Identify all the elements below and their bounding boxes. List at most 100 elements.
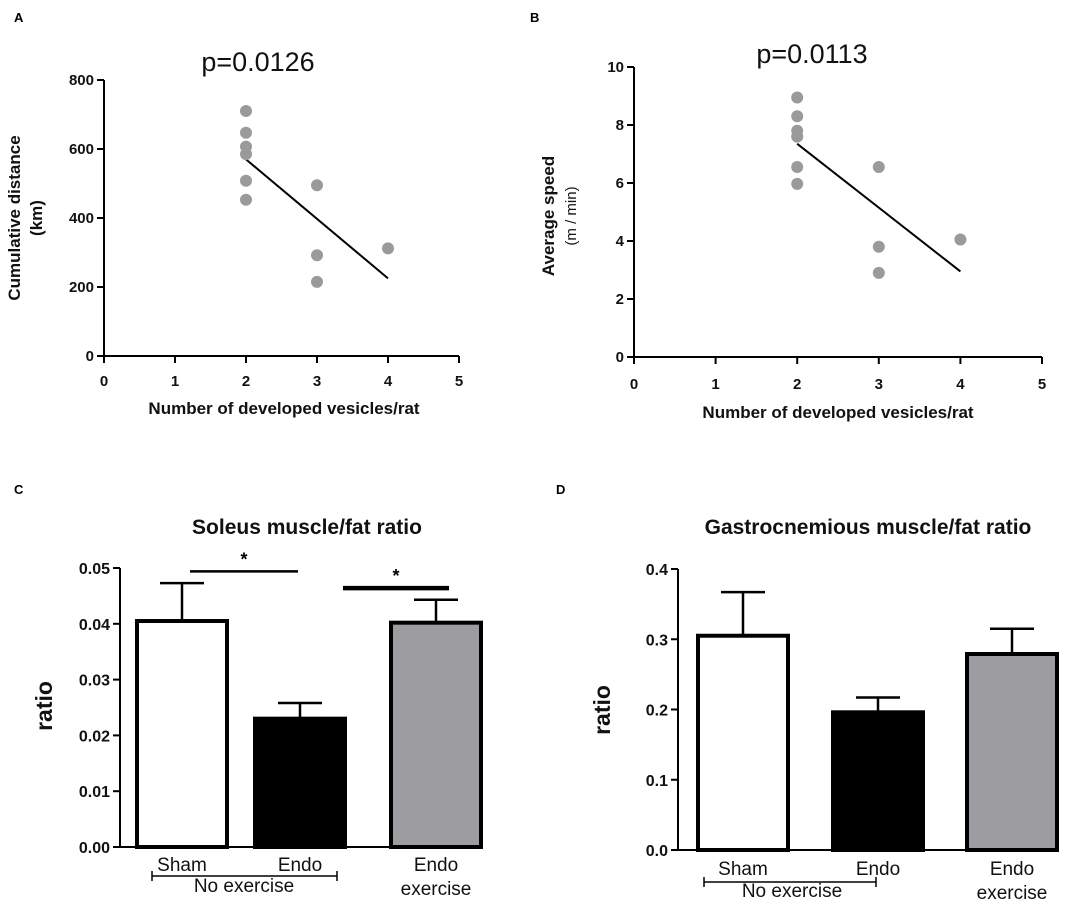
category-label: Endo <box>856 859 900 880</box>
p-value-annotation: p=0.0113 <box>756 39 867 69</box>
x-tick-label: 3 <box>313 373 321 390</box>
category-label-line: exercise <box>977 883 1048 904</box>
group-label: No exercise <box>742 881 842 902</box>
data-point <box>791 161 804 174</box>
y-tick-label: 0.02 <box>79 728 110 745</box>
y-tick-label: 0.1 <box>646 773 668 790</box>
y-tick-label: 0.3 <box>646 632 668 649</box>
y-tick-label: 800 <box>69 72 94 89</box>
y-axis-title: Cumulative distance <box>5 135 24 300</box>
category-label: Endo exercise <box>401 855 472 900</box>
x-tick-label: 3 <box>875 376 883 393</box>
category-label: Endo exercise <box>977 859 1048 904</box>
y-tick-label: 400 <box>69 210 94 227</box>
panel-letter-c: C <box>14 482 24 497</box>
y-tick-label: 0.2 <box>646 703 668 720</box>
data-point <box>954 233 967 246</box>
data-point <box>311 249 323 262</box>
y-axis-title: Average speed <box>539 156 558 276</box>
data-point <box>311 179 323 192</box>
panel-letter-d: D <box>556 482 565 497</box>
x-tick-label: 0 <box>100 373 108 390</box>
x-axis-title: Number of developed vesicles/rat <box>702 403 973 422</box>
data-point <box>240 148 252 161</box>
bar <box>135 619 229 850</box>
x-axis-title: Number of developed vesicles/rat <box>148 399 419 418</box>
data-point <box>382 242 394 255</box>
regression-line <box>245 158 389 280</box>
x-tick-label: 5 <box>1038 376 1046 393</box>
category-label-line: Sham <box>157 855 207 876</box>
category-label-line: Endo <box>278 855 322 876</box>
data-point <box>872 266 885 279</box>
plot-area: 0.00 0.01 0.02 0.03 0.04 0.05 Sham Endo Endo exer… <box>79 549 483 900</box>
bar-panel-d: Gastrocnemious muscle/fat ratio 0.0 0.1 0.… <box>589 516 1059 904</box>
x-tick-label: 1 <box>171 373 179 390</box>
x-tick-label: 0 <box>630 376 638 393</box>
x-tick-label: 4 <box>956 376 965 393</box>
data-point <box>240 126 252 139</box>
y-tick-label: 0.05 <box>79 561 110 578</box>
x-tick-label: 5 <box>455 373 463 390</box>
category-label-line: Endo <box>990 859 1034 880</box>
data-point <box>791 91 804 104</box>
category-label-line: exercise <box>401 879 472 900</box>
p-value-annotation: p=0.0126 <box>201 47 314 77</box>
x-tick-label: 2 <box>242 373 250 390</box>
group-label: No exercise <box>194 876 294 897</box>
category-label: Endo <box>278 855 322 876</box>
y-tick-label: 0 <box>616 349 624 366</box>
x-tick-label: 1 <box>711 376 719 393</box>
regression-line <box>796 143 962 273</box>
bar <box>253 716 347 849</box>
y-tick-label: 0 <box>86 348 94 365</box>
y-tick-label: 200 <box>69 279 94 296</box>
category-label-line: Endo <box>414 855 458 876</box>
data-point <box>872 161 885 174</box>
x-tick-label: 4 <box>384 373 393 390</box>
y-tick-label: 8 <box>616 117 624 134</box>
data-point <box>791 110 804 123</box>
y-axis-title: ratio <box>31 681 57 731</box>
y-axis-title: ratio <box>589 685 615 735</box>
data-point <box>311 275 323 288</box>
panel-letter-a: A <box>14 10 24 25</box>
category-label: Sham <box>718 859 768 880</box>
y-tick-label: 6 <box>616 175 624 192</box>
y-tick-label: 2 <box>616 291 624 308</box>
category-label-line: Endo <box>856 859 900 880</box>
data-point <box>791 130 804 143</box>
scatter-panel-b: p=0.0113 0 2 4 6 8 10 0 1 2 3 4 5 Number of develop… <box>539 39 1046 422</box>
bar <box>965 652 1059 852</box>
panel-letter-b: B <box>530 10 539 25</box>
chart-title: Soleus muscle/fat ratio <box>192 516 422 539</box>
y-tick-label: 10 <box>607 59 624 76</box>
y-tick-label: 0.0 <box>646 843 668 860</box>
plot-area: 0.0 0.1 0.2 0.3 0.4 Sham Endo Endo exercise <box>646 562 1059 904</box>
data-point <box>791 177 804 190</box>
data-point <box>240 174 252 187</box>
y-tick-label: 0.01 <box>79 784 110 801</box>
plot-area: 0 200 400 600 800 0 1 2 3 4 5 <box>69 72 463 390</box>
data-point <box>240 193 252 206</box>
data-point <box>872 240 885 253</box>
y-tick-label: 600 <box>69 141 94 158</box>
bar <box>696 633 790 852</box>
y-tick-label: 0.04 <box>79 617 110 634</box>
scatter-panel-a: p=0.0126 0 200 400 600 800 0 1 2 3 4 5 Number of d… <box>5 47 463 418</box>
y-tick-label: 0.00 <box>79 840 110 857</box>
y-tick-label: 4 <box>616 233 625 250</box>
y-tick-label: 0.4 <box>646 562 668 579</box>
y-axis-title-unit: (km) <box>27 200 46 236</box>
y-tick-label: 0.03 <box>79 673 110 690</box>
bar-panel-c: Soleus muscle/fat ratio 0.00 0.01 0.02 0.03… <box>31 516 483 900</box>
chart-title: Gastrocnemious muscle/fat ratio <box>705 516 1032 539</box>
x-tick-label: 2 <box>793 376 801 393</box>
category-label-line: Sham <box>718 859 768 880</box>
significance-star: * <box>392 566 399 586</box>
y-axis-title-unit: (m / min) <box>563 186 580 245</box>
bar <box>831 710 925 852</box>
plot-area: 0 2 4 6 8 10 0 1 2 3 4 5 <box>607 59 1046 393</box>
bar <box>389 620 483 850</box>
